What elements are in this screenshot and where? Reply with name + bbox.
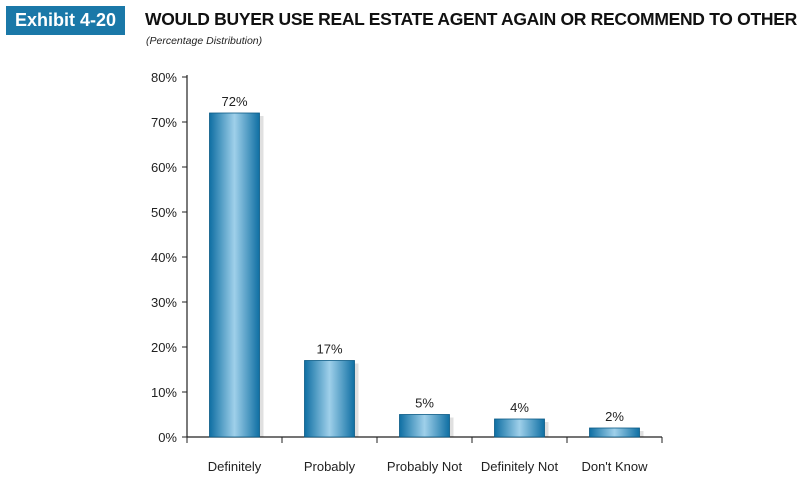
y-tick-label: 10%: [151, 385, 177, 400]
data-label: 5%: [415, 396, 434, 411]
data-label: 72%: [221, 94, 247, 109]
x-tick-label: Probably: [304, 459, 356, 474]
exhibit-badge: Exhibit 4-20: [6, 6, 125, 35]
x-tick-label: Definitely Not: [481, 459, 559, 474]
y-tick-label: 30%: [151, 295, 177, 310]
data-label: 17%: [316, 342, 342, 357]
x-tick-label: Don't Know: [581, 459, 648, 474]
y-tick-label: 70%: [151, 115, 177, 130]
bar-definitely: [209, 112, 260, 438]
bar-don-t-know: [589, 427, 640, 438]
bar-definitely-not: [494, 418, 545, 438]
bar-probably-not: [399, 414, 450, 438]
y-tick-label: 20%: [151, 340, 177, 355]
y-tick-label: 0%: [158, 430, 177, 445]
chart-title: WOULD BUYER USE REAL ESTATE AGENT AGAIN …: [145, 9, 797, 29]
y-tick-label: 60%: [151, 160, 177, 175]
data-label: 4%: [510, 400, 529, 415]
x-tick-label: Probably Not: [387, 459, 463, 474]
x-tick-label: Definitely: [208, 459, 262, 474]
data-label: 2%: [605, 409, 624, 424]
chart-subtitle: (Percentage Distribution): [146, 35, 263, 47]
y-tick-label: 80%: [151, 70, 177, 85]
bar-probably: [304, 360, 355, 438]
y-tick-label: 50%: [151, 205, 177, 220]
y-tick-label: 40%: [151, 250, 177, 265]
